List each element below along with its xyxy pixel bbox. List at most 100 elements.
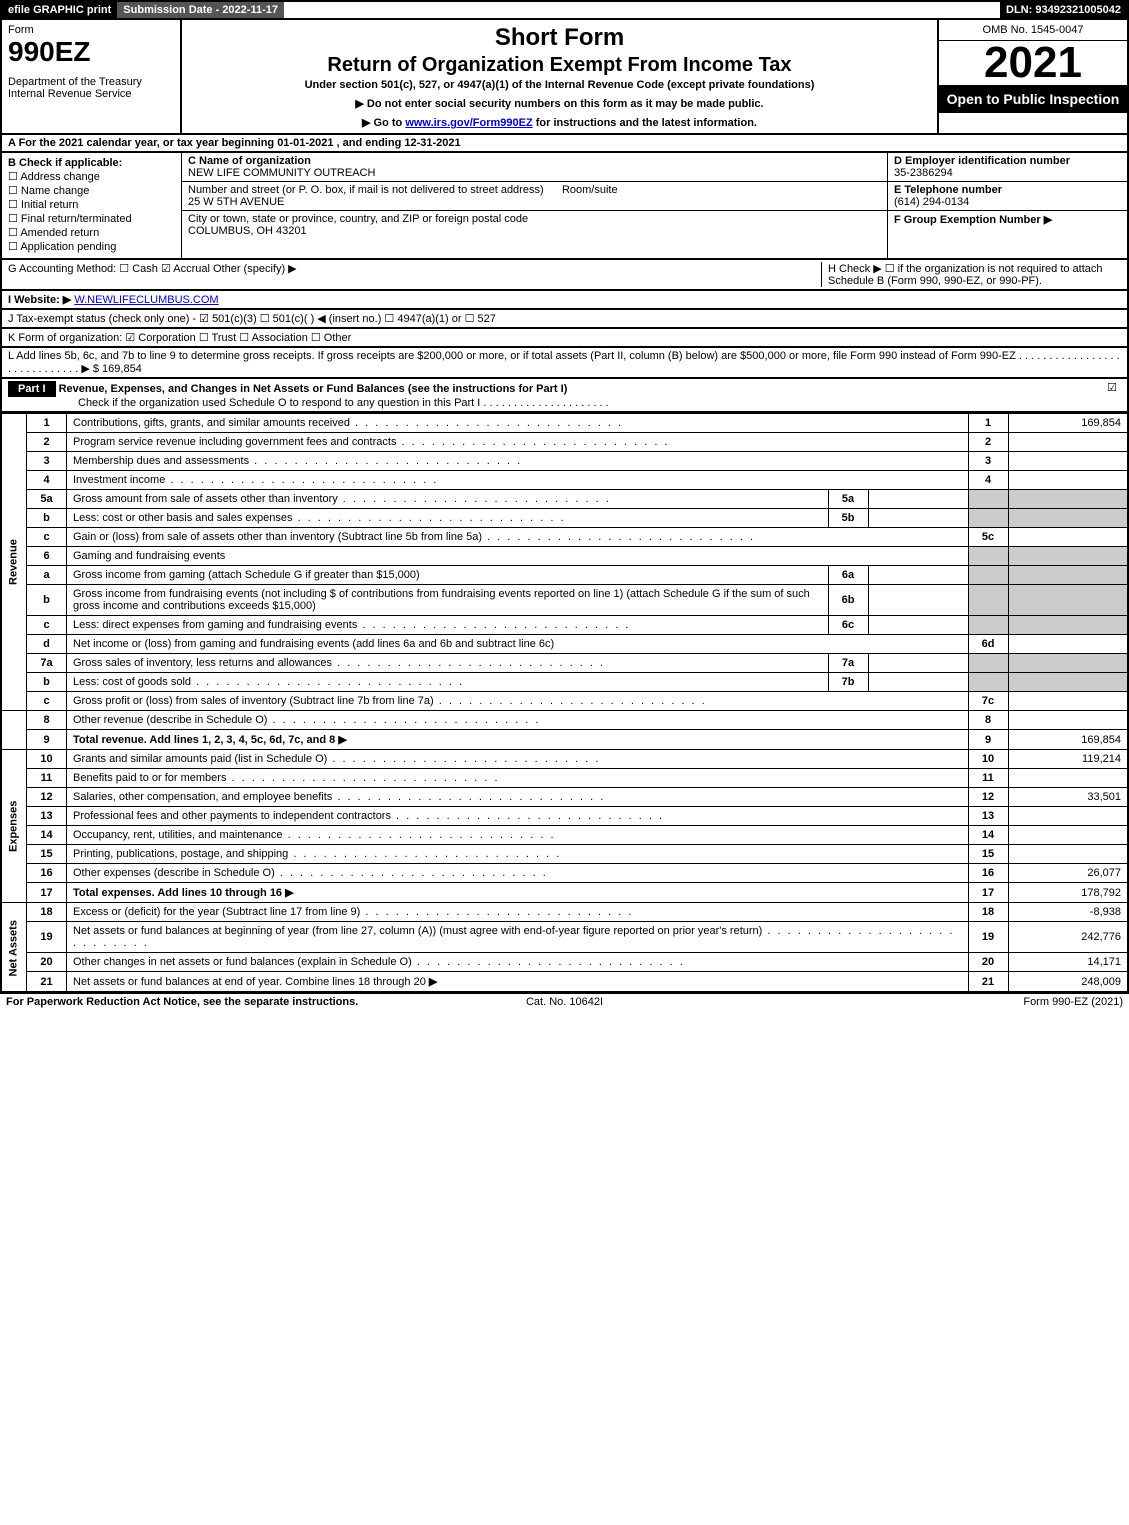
l6c-subval <box>868 616 968 635</box>
l6-desc: Gaming and fundraising events <box>67 547 969 566</box>
instruction-goto: ▶ Go to www.irs.gov/Form990EZ for instru… <box>190 116 929 129</box>
col-c: C Name of organization NEW LIFE COMMUNIT… <box>182 153 887 258</box>
l11-num: 11 <box>27 769 67 788</box>
e-block: E Telephone number (614) 294-0134 <box>888 182 1127 211</box>
row-j: J Tax-exempt status (check only one) - ☑… <box>0 310 1129 329</box>
l6c-vshade <box>1008 616 1128 635</box>
l18-num: 18 <box>27 903 67 922</box>
l1-value: 169,854 <box>1008 414 1128 433</box>
l5c-value <box>1008 528 1128 547</box>
org-name: NEW LIFE COMMUNITY OUTREACH <box>188 167 375 179</box>
addr-label: Number and street (or P. O. box, if mail… <box>188 184 544 196</box>
l11-rnum: 11 <box>968 769 1008 788</box>
c-addr-block: Number and street (or P. O. box, if mail… <box>182 182 887 211</box>
l4-rnum: 4 <box>968 471 1008 490</box>
l1-rnum: 1 <box>968 414 1008 433</box>
l9-num: 9 <box>27 730 67 750</box>
l1-num: 1 <box>27 414 67 433</box>
part1-title: Revenue, Expenses, and Changes in Net As… <box>59 383 568 395</box>
l20-num: 20 <box>27 953 67 972</box>
l6b-rshade <box>968 585 1008 616</box>
l17-rnum: 17 <box>968 883 1008 903</box>
l5b-rshade <box>968 509 1008 528</box>
l9-value: 169,854 <box>1008 730 1128 750</box>
website-link[interactable]: W.NEWLIFECLUMBUS.COM <box>74 294 218 306</box>
efile-label: efile GRAPHIC print <box>2 2 117 18</box>
chk-initial-return[interactable]: Initial return <box>8 198 175 211</box>
footer: For Paperwork Reduction Act Notice, see … <box>0 993 1129 1010</box>
header-right: OMB No. 1545-0047 2021 Open to Public In… <box>937 20 1127 133</box>
row-gh: G Accounting Method: ☐ Cash ☑ Accrual Ot… <box>0 260 1129 291</box>
l5b-subval <box>868 509 968 528</box>
l19-value: 242,776 <box>1008 922 1128 953</box>
part1-tag: Part I <box>8 381 56 397</box>
col-b: B Check if applicable: Address change Na… <box>2 153 182 258</box>
l7c-value <box>1008 692 1128 711</box>
l15-num: 15 <box>27 845 67 864</box>
part1-checkmark[interactable]: ☑ <box>1097 379 1127 396</box>
l17-num: 17 <box>27 883 67 903</box>
l6a-desc: Gross income from gaming (attach Schedul… <box>67 566 829 585</box>
chk-name-change[interactable]: Name change <box>8 184 175 197</box>
l6b-subval <box>868 585 968 616</box>
i-label: I Website: ▶ <box>8 294 71 306</box>
l6-rshade <box>968 547 1008 566</box>
header-left: Form 990EZ Department of the Treasury In… <box>2 20 182 133</box>
l7a-subnum: 7a <box>828 654 868 673</box>
l13-desc: Professional fees and other payments to … <box>67 807 969 826</box>
l6d-value <box>1008 635 1128 654</box>
tax-year: 2021 <box>939 41 1127 85</box>
g-accounting: G Accounting Method: ☐ Cash ☑ Accrual Ot… <box>8 262 815 287</box>
l21-rnum: 21 <box>968 972 1008 993</box>
l20-value: 14,171 <box>1008 953 1128 972</box>
l13-value <box>1008 807 1128 826</box>
l18-rnum: 18 <box>968 903 1008 922</box>
l18-desc: Excess or (deficit) for the year (Subtra… <box>67 903 969 922</box>
l4-num: 4 <box>27 471 67 490</box>
l4-value <box>1008 471 1128 490</box>
dept-treasury: Department of the Treasury <box>8 76 174 88</box>
l6a-subnum: 6a <box>828 566 868 585</box>
l14-value <box>1008 826 1128 845</box>
l15-rnum: 15 <box>968 845 1008 864</box>
chk-amended-return[interactable]: Amended return <box>8 226 175 239</box>
chk-application-pending[interactable]: Application pending <box>8 240 175 253</box>
l17-desc: Total expenses. Add lines 10 through 16 <box>67 883 969 903</box>
l5b-vshade <box>1008 509 1128 528</box>
c-name-block: C Name of organization NEW LIFE COMMUNIT… <box>182 153 887 182</box>
l6-vshade <box>1008 547 1128 566</box>
spacer <box>284 2 1000 18</box>
l8-num: 8 <box>27 711 67 730</box>
l7a-vshade <box>1008 654 1128 673</box>
l15-desc: Printing, publications, postage, and shi… <box>67 845 969 864</box>
part1-check-text: Check if the organization used Schedule … <box>78 397 609 409</box>
l14-rnum: 14 <box>968 826 1008 845</box>
chk-address-change[interactable]: Address change <box>8 170 175 183</box>
l10-value: 119,214 <box>1008 750 1128 769</box>
room-label: Room/suite <box>562 184 618 196</box>
city-label: City or town, state or province, country… <box>188 213 528 225</box>
row-a: A For the 2021 calendar year, or tax yea… <box>0 135 1129 153</box>
dept-irs: Internal Revenue Service <box>8 88 174 100</box>
form-number: 990EZ <box>8 36 91 67</box>
d-label: D Employer identification number <box>894 155 1070 167</box>
l6a-vshade <box>1008 566 1128 585</box>
l6-num: 6 <box>27 547 67 566</box>
col-def: D Employer identification number 35-2386… <box>887 153 1127 258</box>
l9-rnum: 9 <box>968 730 1008 750</box>
irs-link[interactable]: www.irs.gov/Form990EZ <box>405 117 532 129</box>
lines-table: Revenue 1 Contributions, gifts, grants, … <box>0 413 1129 993</box>
l7c-num: c <box>27 692 67 711</box>
l8-value <box>1008 711 1128 730</box>
l21-value: 248,009 <box>1008 972 1128 993</box>
netassets-section-label: Net Assets <box>1 903 27 993</box>
l5c-num: c <box>27 528 67 547</box>
l5b-desc: Less: cost or other basis and sales expe… <box>67 509 829 528</box>
l6d-desc: Net income or (loss) from gaming and fun… <box>67 635 969 654</box>
l21-desc: Net assets or fund balances at end of ye… <box>67 972 969 993</box>
l5a-num: 5a <box>27 490 67 509</box>
chk-final-return[interactable]: Final return/terminated <box>8 212 175 225</box>
h-schedule-b: H Check ▶ ☐ if the organization is not r… <box>821 262 1121 287</box>
l6c-num: c <box>27 616 67 635</box>
l19-rnum: 19 <box>968 922 1008 953</box>
